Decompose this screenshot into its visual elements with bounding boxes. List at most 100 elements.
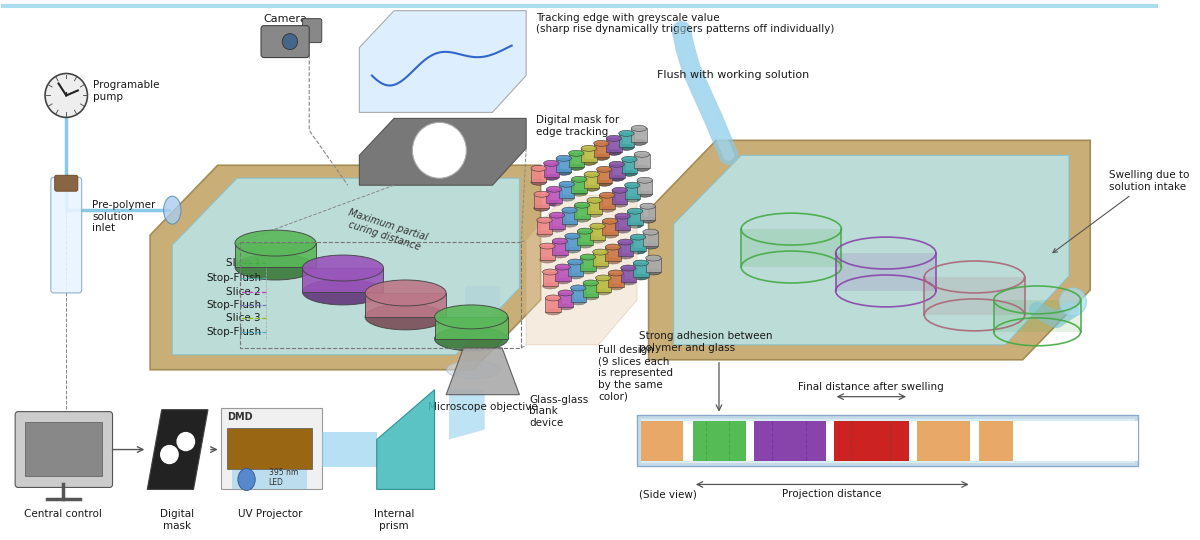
FancyBboxPatch shape [622,159,637,173]
Text: Maximum partial
curing distance: Maximum partial curing distance [343,207,430,253]
Ellipse shape [637,191,653,197]
Ellipse shape [577,228,593,234]
Ellipse shape [575,202,589,208]
Ellipse shape [595,275,611,281]
Ellipse shape [628,208,643,214]
Text: Stop-Flush: Stop-Flush [206,300,262,310]
FancyBboxPatch shape [544,163,559,177]
Text: Full design
(9 slices each
is represented
by the same
color): Full design (9 slices each is represente… [599,345,673,401]
Ellipse shape [580,254,595,260]
Ellipse shape [600,192,614,198]
FancyBboxPatch shape [302,19,322,43]
Ellipse shape [584,185,600,191]
Ellipse shape [646,269,661,275]
FancyBboxPatch shape [631,129,647,143]
Polygon shape [526,195,637,345]
Circle shape [413,123,467,178]
FancyBboxPatch shape [605,247,620,261]
FancyBboxPatch shape [556,158,571,172]
Ellipse shape [583,294,599,300]
Ellipse shape [569,150,584,156]
Ellipse shape [587,197,602,203]
FancyBboxPatch shape [594,143,610,157]
Text: Flush with working solution: Flush with working solution [658,71,810,80]
Ellipse shape [546,186,562,192]
Ellipse shape [540,257,556,263]
FancyBboxPatch shape [577,231,593,245]
Ellipse shape [556,156,571,161]
Ellipse shape [631,125,647,131]
Ellipse shape [571,176,587,182]
Ellipse shape [634,260,649,266]
Ellipse shape [643,243,659,249]
Ellipse shape [302,279,384,305]
FancyBboxPatch shape [583,283,599,297]
FancyBboxPatch shape [568,262,583,276]
Ellipse shape [544,174,559,180]
Ellipse shape [640,203,655,209]
FancyBboxPatch shape [683,421,692,461]
FancyBboxPatch shape [637,180,653,194]
Ellipse shape [546,200,562,206]
Ellipse shape [530,179,546,185]
FancyBboxPatch shape [262,25,310,58]
Ellipse shape [628,222,643,228]
FancyBboxPatch shape [302,268,384,292]
FancyBboxPatch shape [25,422,102,476]
FancyBboxPatch shape [530,168,546,182]
Polygon shape [359,11,526,112]
Text: Programable
pump: Programable pump [94,80,160,102]
Ellipse shape [608,270,624,276]
Polygon shape [359,118,526,185]
Ellipse shape [542,269,558,275]
FancyBboxPatch shape [614,216,630,230]
FancyBboxPatch shape [550,215,565,229]
Ellipse shape [605,258,620,264]
Circle shape [282,33,298,50]
FancyBboxPatch shape [16,411,113,488]
FancyBboxPatch shape [565,236,580,250]
Ellipse shape [622,156,637,163]
FancyBboxPatch shape [581,148,596,163]
Text: (Side view): (Side view) [638,489,697,500]
Polygon shape [446,348,520,395]
Ellipse shape [546,295,560,301]
FancyBboxPatch shape [602,221,618,235]
FancyBboxPatch shape [221,408,322,489]
FancyBboxPatch shape [979,421,1013,461]
Circle shape [1060,288,1086,316]
Ellipse shape [630,248,646,254]
Ellipse shape [612,187,628,193]
Ellipse shape [606,136,622,141]
Text: Microscope objective: Microscope objective [428,402,538,411]
Ellipse shape [619,130,634,136]
Text: 395 nm
LED: 395 nm LED [269,468,298,487]
FancyBboxPatch shape [593,252,608,266]
FancyBboxPatch shape [618,242,634,256]
FancyBboxPatch shape [575,205,589,219]
FancyBboxPatch shape [835,253,936,291]
Ellipse shape [606,150,622,156]
Ellipse shape [593,263,608,269]
FancyBboxPatch shape [569,153,584,167]
Text: Slice 1: Slice 1 [227,258,262,268]
Ellipse shape [575,216,589,222]
Ellipse shape [571,190,587,196]
Ellipse shape [534,205,550,211]
Ellipse shape [570,299,586,305]
Text: DMD: DMD [227,411,253,422]
Ellipse shape [610,161,624,167]
FancyBboxPatch shape [834,421,908,461]
FancyBboxPatch shape [589,226,605,240]
Ellipse shape [434,327,508,351]
FancyBboxPatch shape [746,421,754,461]
Ellipse shape [536,217,552,223]
Ellipse shape [434,305,508,329]
Ellipse shape [558,290,574,296]
FancyBboxPatch shape [630,237,646,251]
Polygon shape [150,165,541,370]
Ellipse shape [544,160,559,166]
Text: Internal
prism: Internal prism [374,509,414,531]
Ellipse shape [550,226,565,232]
FancyBboxPatch shape [558,293,574,307]
